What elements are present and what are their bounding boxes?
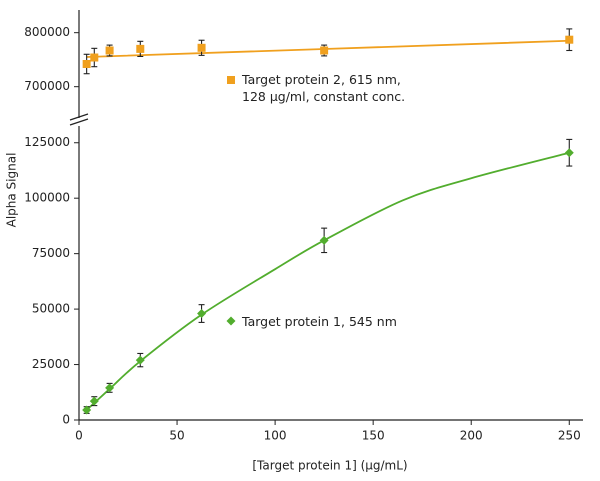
x-tick-label: 0 [75, 429, 83, 443]
legend-label: Target protein 2, 615 nm, 128 µg/ml, con… [242, 72, 406, 104]
y-tick-label: 800000 [24, 25, 70, 39]
y-axis-label: Alpha Signal [5, 153, 19, 228]
marker [105, 383, 115, 393]
marker [89, 396, 99, 406]
marker [105, 46, 114, 55]
y-tick-label: 0 [62, 413, 70, 427]
fit-line [86, 151, 570, 411]
x-tick-label: 200 [460, 429, 483, 443]
legend-label: Target protein 1, 545 nm [242, 314, 397, 329]
y-tick-label: 75000 [32, 246, 70, 260]
legend-marker [226, 316, 236, 326]
axis-break [69, 118, 89, 126]
marker [320, 46, 329, 55]
x-tick-label: 150 [362, 429, 385, 443]
x-axis-label: [Target protein 1] (µg/mL) [252, 459, 407, 473]
marker [135, 355, 145, 365]
legend-marker [227, 76, 235, 84]
x-tick-label: 100 [264, 429, 287, 443]
marker [565, 35, 574, 44]
marker [90, 53, 99, 62]
y-tick-label: 25000 [32, 357, 70, 371]
marker [82, 60, 91, 68]
marker [136, 44, 145, 53]
marker [197, 43, 206, 52]
x-tick-label: 50 [169, 429, 184, 443]
marker [564, 148, 574, 158]
y-tick-label: 125000 [24, 135, 70, 149]
marker [319, 235, 329, 245]
x-tick-label: 250 [558, 429, 581, 443]
y-tick-label: 100000 [24, 191, 70, 205]
axis-break [69, 113, 89, 121]
y-tick-label: 50000 [32, 302, 70, 316]
marker [197, 309, 207, 319]
marker [82, 405, 92, 415]
y-tick-label: 700000 [24, 79, 70, 93]
